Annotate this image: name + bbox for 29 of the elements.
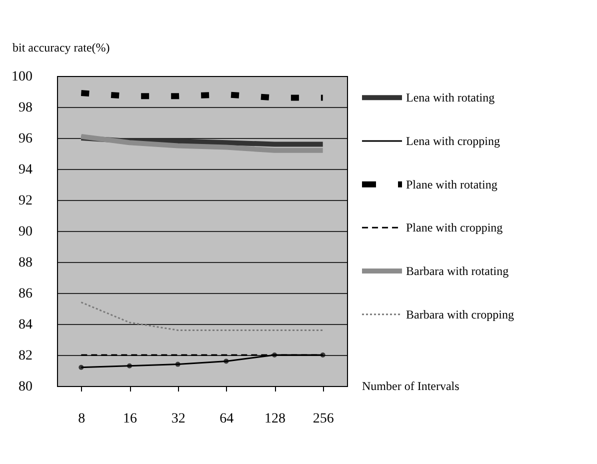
y-tick-label: 84 [18, 318, 32, 332]
y-axis-title: bit accuracy rate(%) [12, 40, 110, 54]
x-tick-label: 8 [78, 412, 86, 426]
x-tick-label: 256 [312, 412, 334, 426]
y-tick-label: 82 [18, 348, 32, 364]
point [224, 358, 229, 364]
y-tick-label: 100 [12, 70, 32, 84]
x-tick-label: 128 [264, 412, 286, 426]
y-tick-label: 80 [18, 380, 32, 394]
legend-label: Barbara with rotating [406, 264, 509, 278]
point [78, 364, 84, 370]
y-tick-label: 88 [18, 256, 32, 270]
legend-label: Plane with cropping [406, 220, 503, 235]
y-tick-label: 92 [18, 194, 32, 208]
y-tick-label: 90 [18, 224, 32, 240]
x-tick-label: 16 [123, 412, 137, 426]
legend-label: Lena with cropping [406, 134, 500, 148]
legend-label: Barbara with cropping [406, 307, 514, 322]
point [127, 363, 132, 368]
legend-label: Lena with rotating [406, 90, 495, 105]
legend-label: Plane with rotating [406, 177, 498, 192]
x-tick-label: 32 [171, 412, 186, 426]
point [175, 362, 180, 367]
y-tick-label: 86 [18, 286, 32, 302]
y-tick-label: 98 [18, 100, 32, 116]
y-tick-label: 96 [18, 132, 32, 146]
x-axis-title: Number of Intervals [362, 379, 460, 393]
y-tick-label: 94 [18, 162, 32, 178]
x-tick-label: 64 [220, 412, 234, 426]
